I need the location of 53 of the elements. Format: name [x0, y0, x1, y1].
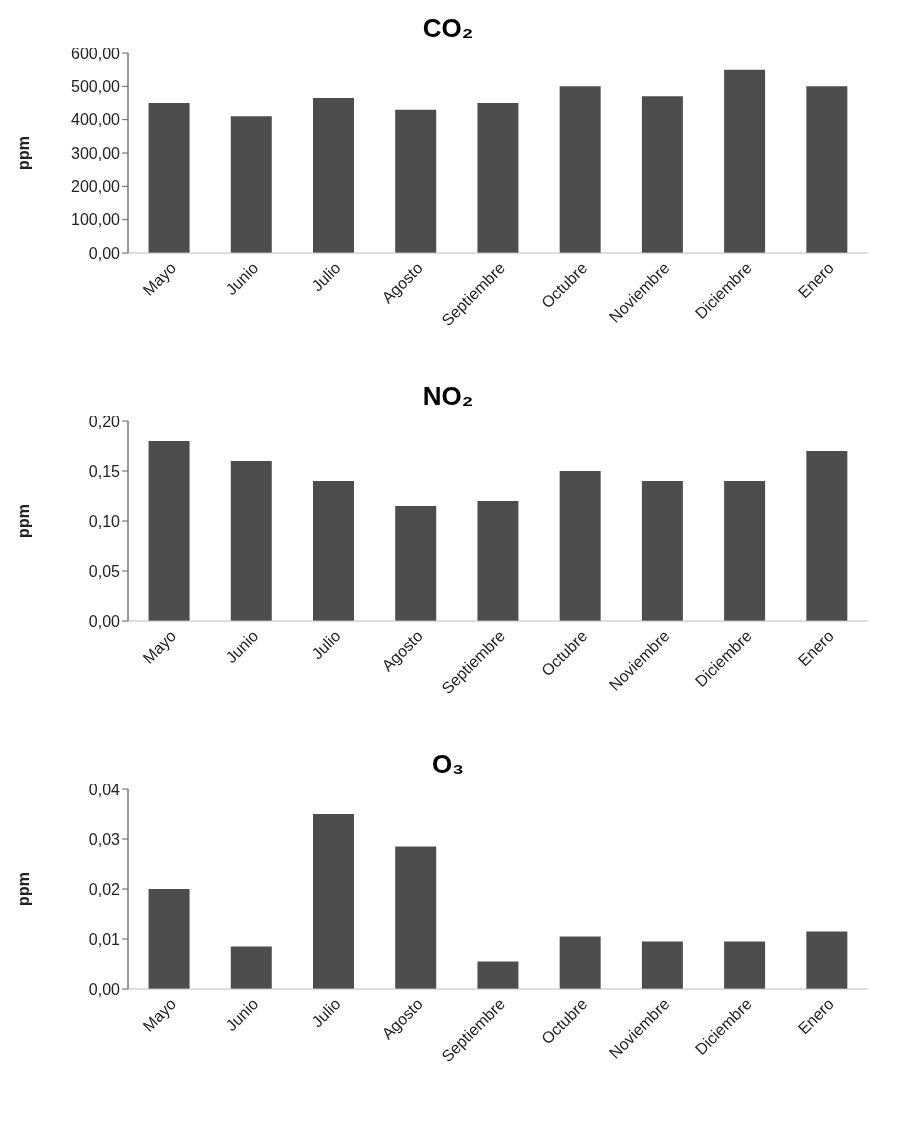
- bar: [559, 86, 601, 253]
- bar: [477, 961, 519, 989]
- y-tick-label: 0,01: [88, 930, 121, 948]
- bar: [641, 96, 683, 253]
- bar: [724, 941, 766, 989]
- y-axis-title: ppm: [14, 136, 32, 170]
- x-tick-label: Julio: [308, 259, 344, 295]
- bar: [395, 846, 437, 989]
- x-tick-label: Julio: [308, 627, 344, 663]
- bar: [313, 481, 354, 621]
- bar: [148, 889, 190, 989]
- y-axis-title: ppm: [14, 872, 32, 906]
- bar: [559, 936, 601, 989]
- y-tick-label: 0,02: [88, 880, 121, 898]
- chart-title: NO₂: [422, 381, 474, 411]
- bar: [148, 441, 190, 621]
- chart-title: O₃: [431, 749, 465, 779]
- y-tick-label: 0,05: [88, 562, 121, 580]
- y-tick-label: 0,04: [88, 780, 121, 798]
- bar: [313, 814, 354, 989]
- bar: [148, 103, 190, 253]
- bar: [559, 471, 601, 621]
- bar: [230, 946, 272, 989]
- y-tick-label: 300,00: [71, 144, 121, 162]
- bar: [313, 98, 354, 253]
- y-tick-label: 0,00: [88, 980, 121, 998]
- y-tick-label: 400,00: [71, 111, 121, 129]
- y-tick-label: 600,00: [71, 44, 121, 62]
- bar: [395, 109, 437, 253]
- y-tick-label: 0,00: [88, 612, 121, 630]
- y-axis-title: ppm: [14, 504, 32, 538]
- bar: [230, 461, 272, 621]
- x-tick-label: Julio: [308, 995, 344, 1031]
- y-tick-label: 0,00: [88, 244, 121, 262]
- y-tick-label: 0,03: [88, 830, 121, 848]
- bar: [806, 931, 848, 989]
- y-tick-label: 0,10: [88, 512, 121, 530]
- y-tick-label: 500,00: [71, 78, 121, 96]
- bar: [641, 941, 683, 989]
- bar: [724, 69, 766, 253]
- bar: [641, 481, 683, 621]
- y-tick-label: 100,00: [71, 211, 121, 229]
- bar: [395, 506, 437, 621]
- y-tick-label: 0,20: [88, 412, 121, 430]
- bar: [477, 103, 519, 253]
- y-tick-label: 200,00: [71, 178, 121, 196]
- chart-title: CO₂: [422, 13, 474, 43]
- bar: [230, 116, 272, 253]
- y-tick-label: 0,15: [88, 462, 121, 480]
- bar: [806, 451, 848, 621]
- bar: [724, 481, 766, 621]
- bar: [477, 501, 519, 621]
- bar: [806, 86, 848, 253]
